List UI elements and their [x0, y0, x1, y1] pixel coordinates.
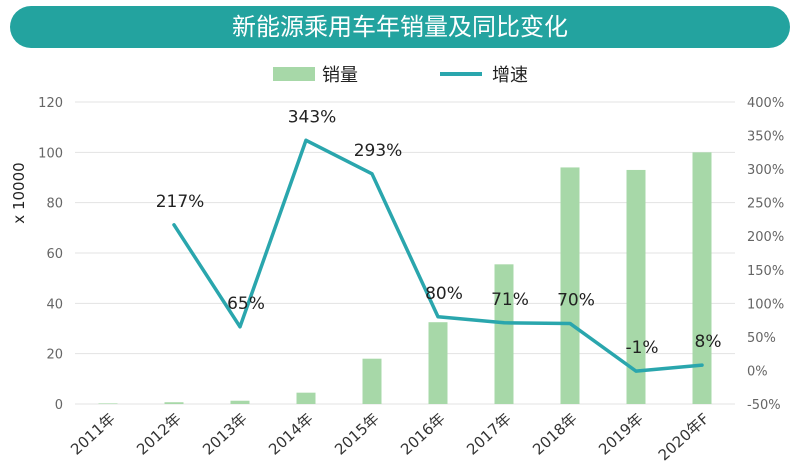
- bar: [494, 264, 514, 404]
- left-tick-label: 40: [46, 297, 63, 312]
- left-tick-label: 0: [55, 398, 63, 413]
- data-label: 293%: [354, 141, 403, 161]
- line-point: [370, 172, 374, 176]
- right-tick-label: 50%: [747, 331, 776, 346]
- bar: [362, 358, 382, 404]
- x-tick-label: 2011年: [67, 410, 119, 459]
- line-point: [700, 363, 704, 367]
- x-tick-label: 2015年: [331, 410, 383, 459]
- line-point: [568, 321, 572, 325]
- right-tick-label: 400%: [747, 96, 784, 111]
- data-label: 343%: [288, 107, 337, 127]
- right-tick-label: 350%: [747, 130, 784, 145]
- bar: [98, 403, 118, 404]
- legend-label-bar: 销量: [322, 65, 358, 86]
- bar: [230, 400, 250, 404]
- legend-swatch-bar: [273, 67, 315, 81]
- line-point: [502, 321, 506, 325]
- bar: [296, 392, 316, 404]
- left-tick-label: 20: [46, 348, 63, 363]
- line-point: [436, 315, 440, 319]
- bar: [626, 169, 646, 404]
- x-tick-label: 2019年: [595, 410, 647, 459]
- bar: [560, 167, 580, 404]
- chart-title: 新能源乘用车年销量及同比变化: [232, 13, 568, 41]
- bar: [428, 322, 448, 404]
- x-tick-label: 2016年: [397, 410, 449, 459]
- data-label: 71%: [491, 290, 529, 310]
- data-label: 65%: [227, 294, 265, 314]
- right-tick-label: 250%: [747, 197, 784, 212]
- bar: [692, 152, 712, 404]
- data-label: -1%: [625, 338, 658, 358]
- left-tick-label: 120: [38, 96, 63, 111]
- bar: [164, 402, 184, 404]
- right-tick-label: 200%: [747, 230, 784, 245]
- left-tick-label: 60: [46, 247, 63, 262]
- line-point: [634, 369, 638, 373]
- x-tick-label: 2014年: [265, 410, 317, 459]
- right-tick-label: 100%: [747, 297, 784, 312]
- right-tick-label: 0%: [747, 364, 768, 379]
- x-tick-label: 2017年: [463, 410, 515, 459]
- right-tick-label: -50%: [747, 398, 781, 413]
- x-tick-label: 2013年: [199, 410, 251, 459]
- left-tick-label: 100: [38, 146, 63, 161]
- line-point: [172, 223, 176, 227]
- data-label: 8%: [695, 332, 722, 352]
- line-point: [304, 138, 308, 142]
- line-point: [238, 325, 242, 329]
- x-tick-label: 2012年: [133, 410, 185, 459]
- left-tick-label: 80: [46, 197, 63, 212]
- data-label: 217%: [156, 192, 205, 212]
- title-banner: 新能源乘用车年销量及同比变化: [10, 6, 790, 48]
- right-tick-label: 150%: [747, 264, 784, 279]
- data-label: 70%: [557, 290, 595, 310]
- legend-label-line: 增速: [492, 65, 528, 86]
- x-tick-label: 2018年: [529, 410, 581, 459]
- y-axis-label: x 10000: [10, 162, 28, 223]
- right-tick-label: 300%: [747, 163, 784, 178]
- data-label: 80%: [425, 284, 463, 304]
- x-tick-label: 2020年F: [655, 410, 713, 465]
